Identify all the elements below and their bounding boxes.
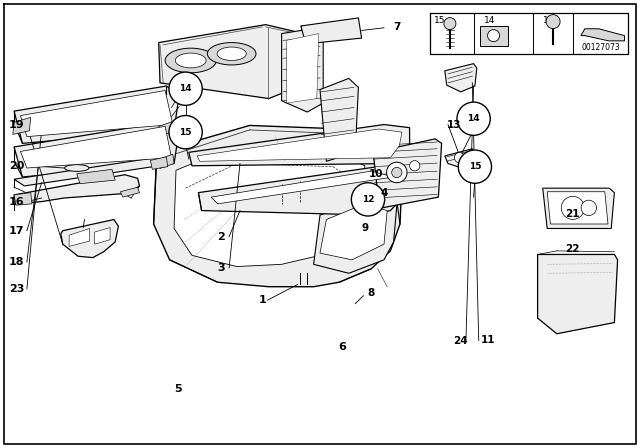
Polygon shape: [14, 158, 165, 186]
Text: 21: 21: [566, 209, 580, 219]
Polygon shape: [445, 64, 477, 92]
Polygon shape: [150, 157, 168, 169]
Text: 1: 1: [259, 295, 266, 305]
Circle shape: [457, 102, 490, 135]
Circle shape: [546, 15, 560, 29]
Text: 20: 20: [9, 161, 24, 171]
Text: 14: 14: [467, 114, 480, 123]
Text: 2: 2: [217, 232, 225, 241]
Text: 12: 12: [362, 195, 374, 204]
Polygon shape: [538, 254, 618, 334]
Polygon shape: [120, 187, 140, 197]
Polygon shape: [20, 90, 173, 137]
Polygon shape: [198, 166, 406, 215]
Circle shape: [561, 196, 584, 220]
Polygon shape: [14, 175, 140, 204]
Polygon shape: [445, 149, 475, 169]
Text: 5: 5: [174, 384, 182, 394]
Circle shape: [454, 153, 465, 163]
Polygon shape: [154, 125, 403, 287]
Polygon shape: [581, 29, 625, 41]
Polygon shape: [320, 78, 358, 161]
Text: 16: 16: [9, 197, 24, 207]
Polygon shape: [159, 121, 176, 135]
Polygon shape: [189, 125, 410, 166]
Polygon shape: [211, 171, 394, 204]
Polygon shape: [197, 129, 402, 161]
Polygon shape: [159, 25, 294, 99]
Ellipse shape: [207, 43, 256, 65]
Text: 10: 10: [369, 169, 383, 179]
Text: 8: 8: [367, 289, 375, 298]
Text: 22: 22: [566, 244, 580, 254]
Circle shape: [581, 200, 596, 215]
Circle shape: [169, 72, 202, 105]
Text: 3: 3: [217, 263, 225, 273]
Text: 6: 6: [339, 342, 346, 352]
Polygon shape: [95, 228, 110, 244]
Ellipse shape: [65, 165, 89, 172]
Text: 12: 12: [543, 17, 555, 26]
Text: 15: 15: [179, 128, 192, 137]
Ellipse shape: [175, 53, 206, 68]
Polygon shape: [14, 193, 32, 205]
Circle shape: [488, 30, 500, 42]
Polygon shape: [287, 34, 319, 103]
Text: 17: 17: [9, 226, 24, 236]
Polygon shape: [301, 18, 362, 44]
Circle shape: [169, 116, 202, 149]
Text: 00127073: 00127073: [581, 43, 620, 52]
Text: 18: 18: [9, 257, 24, 267]
Polygon shape: [14, 122, 179, 177]
Text: 14: 14: [179, 84, 192, 93]
Bar: [479, 26, 508, 46]
Polygon shape: [20, 126, 172, 168]
Circle shape: [444, 17, 456, 30]
Ellipse shape: [217, 47, 246, 60]
Text: 13: 13: [447, 120, 461, 129]
Polygon shape: [547, 192, 608, 224]
Text: 11: 11: [481, 335, 495, 345]
Text: 24: 24: [454, 336, 468, 346]
Text: 9: 9: [361, 224, 369, 233]
Text: 14: 14: [484, 17, 495, 26]
Circle shape: [351, 183, 385, 216]
Polygon shape: [174, 146, 365, 267]
Polygon shape: [69, 228, 90, 246]
Ellipse shape: [165, 48, 216, 73]
Circle shape: [392, 168, 402, 177]
Polygon shape: [61, 220, 118, 258]
Text: 4: 4: [380, 188, 388, 198]
Polygon shape: [543, 188, 614, 228]
Text: 19: 19: [9, 121, 24, 130]
Circle shape: [387, 162, 407, 183]
Circle shape: [458, 150, 492, 183]
Polygon shape: [314, 197, 397, 273]
Polygon shape: [320, 204, 387, 260]
Polygon shape: [77, 169, 115, 184]
Text: 23: 23: [9, 284, 24, 294]
Polygon shape: [373, 139, 442, 208]
Text: 7: 7: [393, 22, 401, 32]
Polygon shape: [159, 154, 174, 168]
Text: 15: 15: [435, 17, 445, 26]
Circle shape: [410, 161, 420, 171]
Polygon shape: [282, 27, 323, 112]
Polygon shape: [13, 117, 31, 134]
Text: 15: 15: [468, 162, 481, 171]
Polygon shape: [14, 86, 179, 143]
